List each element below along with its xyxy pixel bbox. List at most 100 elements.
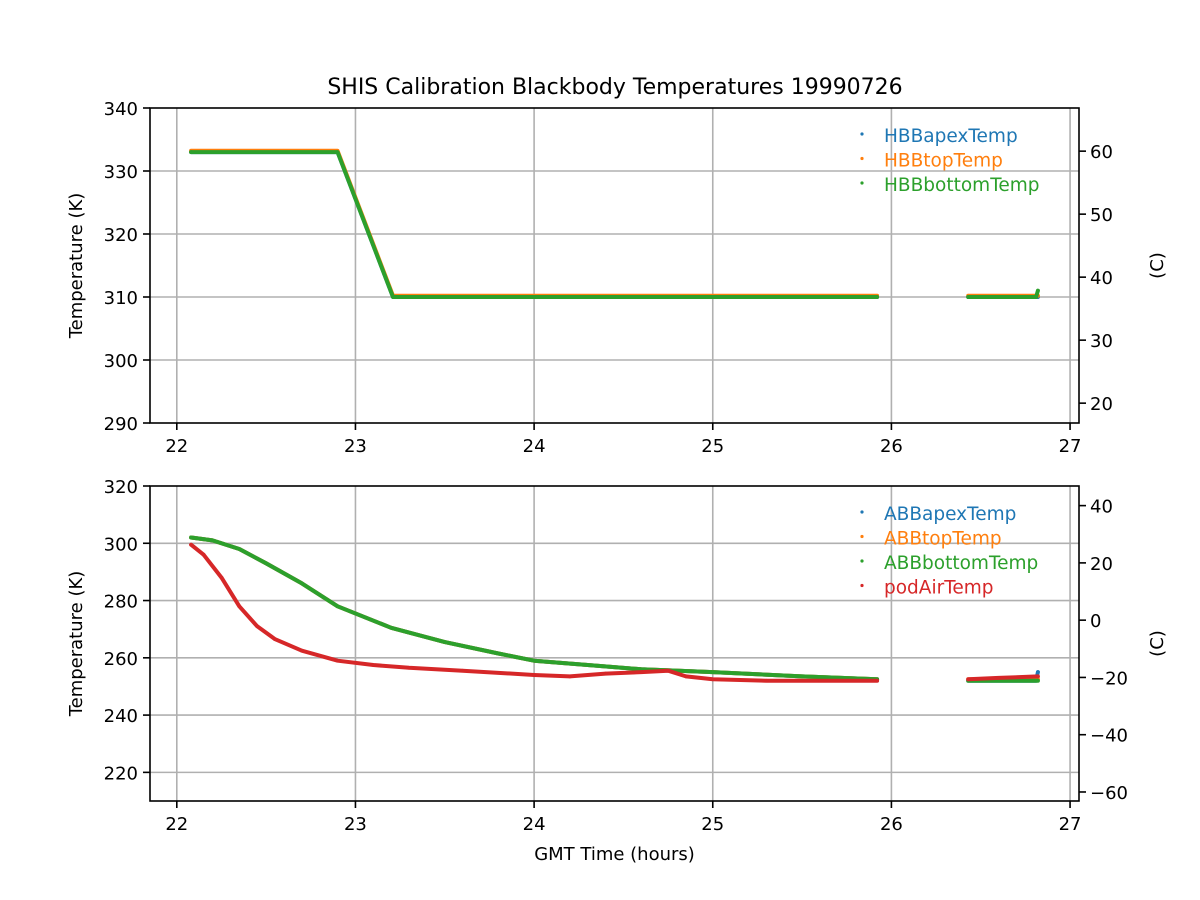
series-HBBbottomTemp bbox=[189, 150, 1040, 299]
data-point-ABBapexTemp bbox=[1036, 670, 1040, 674]
data-point-HBBbottomTemp bbox=[189, 150, 193, 154]
legend-marker-ABBapexTemp bbox=[860, 510, 864, 514]
data-point-podAirTemp bbox=[237, 604, 242, 609]
data-point-podAirTemp bbox=[639, 670, 644, 674]
top-grid bbox=[150, 108, 1079, 423]
bottom-y2-axis-label: (C) bbox=[1147, 630, 1168, 657]
legend-marker-HBBtopTemp bbox=[860, 156, 864, 161]
top-axes-frame bbox=[149, 107, 1080, 424]
data-point-HBBbottomTemp bbox=[335, 150, 340, 154]
data-point-podAirTemp bbox=[875, 678, 879, 683]
bottom-axes-frame bbox=[149, 485, 1080, 802]
bottom-x-tick-label: 23 bbox=[344, 814, 367, 835]
bottom-data-series bbox=[189, 535, 1040, 683]
bottom-axes: 22 23 24 25 26 27 220 240 260 280 300 320 −60 −40 −20 0… bbox=[66, 477, 1168, 865]
data-point-ABBbottomTemp bbox=[532, 658, 536, 663]
data-point-HBBbottomTemp bbox=[1036, 288, 1040, 293]
top-x-tick-label: 26 bbox=[880, 436, 903, 457]
data-point-podAirTemp bbox=[568, 674, 572, 679]
top-y2-axis-label: (C) bbox=[1147, 252, 1168, 279]
data-point-podAirTemp bbox=[201, 552, 206, 557]
data-point-ABBbottomTemp bbox=[210, 538, 215, 543]
data-point-ABBbottomTemp bbox=[711, 670, 715, 674]
series-podAirTemp bbox=[189, 542, 1040, 683]
bottom-x-tick-label: 22 bbox=[165, 814, 188, 835]
data-point-ABBbottomTemp bbox=[496, 651, 501, 656]
bottom-y2-tick-label: 40 bbox=[1090, 497, 1113, 518]
top-y2-tick-label: 50 bbox=[1090, 205, 1113, 226]
data-point-ABBbottomTemp bbox=[443, 640, 447, 644]
top-x-tick-label: 27 bbox=[1059, 436, 1082, 457]
top-y-tick-label: 290 bbox=[104, 414, 138, 435]
top-data-series bbox=[189, 148, 1040, 299]
data-point-ABBbottomTemp bbox=[264, 561, 268, 566]
top-legend: HBBapexTemp HBBtopTemp HBBbottomTemp bbox=[860, 126, 1040, 196]
bottom-panel: 22 23 24 25 26 27 220 240 260 280 300 320 −60 −40 −20 0… bbox=[66, 477, 1168, 865]
data-point-podAirTemp bbox=[273, 637, 277, 641]
top-y-tick-label: 330 bbox=[104, 162, 138, 183]
data-point-HBBbottomTemp bbox=[1034, 295, 1038, 299]
data-point-podAirTemp bbox=[460, 668, 465, 673]
top-y2-tick-label: 20 bbox=[1090, 394, 1113, 415]
top-y-axis-label: Temperature (K) bbox=[66, 193, 87, 340]
data-point-ABBbottomTemp bbox=[300, 581, 304, 586]
legend-label-ABBapexTemp: ABBapexTemp bbox=[884, 504, 1016, 525]
top-y-tick-label: 300 bbox=[104, 351, 138, 372]
bottom-y2-tick-label: −40 bbox=[1090, 726, 1128, 747]
data-point-podAirTemp bbox=[532, 673, 536, 677]
bottom-x-tick-label: 27 bbox=[1059, 814, 1082, 835]
bottom-grid bbox=[150, 486, 1079, 801]
data-point-HBBbottomTemp bbox=[391, 295, 395, 299]
data-point-ABBbottomTemp bbox=[800, 674, 804, 679]
top-y2-tick-label: 60 bbox=[1090, 142, 1113, 163]
data-point-podAirTemp bbox=[818, 678, 822, 683]
data-point-podAirTemp bbox=[711, 677, 715, 682]
data-point-HBBbottomTemp bbox=[966, 295, 970, 299]
data-point-HBBbottomTemp bbox=[875, 295, 879, 299]
legend-label-HBBtopTemp: HBBtopTemp bbox=[884, 151, 1003, 172]
bottom-y-tick-label: 260 bbox=[104, 649, 138, 670]
series-trace-HBBbottomTemp bbox=[189, 150, 880, 299]
data-point-podAirTemp bbox=[371, 663, 376, 667]
data-point-podAirTemp bbox=[684, 674, 688, 679]
data-point-podAirTemp bbox=[666, 668, 670, 673]
data-point-ABBbottomTemp bbox=[1036, 678, 1040, 683]
data-point-podAirTemp bbox=[966, 677, 970, 682]
bottom-y2-tick-label: 0 bbox=[1090, 611, 1101, 632]
legend-marker-HBBbottomTemp bbox=[860, 181, 864, 185]
data-point-podAirTemp bbox=[996, 676, 1001, 680]
bottom-y-tick-label: 320 bbox=[104, 477, 138, 498]
bottom-y-axis-label: Temperature (K) bbox=[66, 571, 87, 718]
bottom-y-tick-label: 300 bbox=[104, 534, 138, 555]
data-point-ABBbottomTemp bbox=[335, 604, 340, 609]
data-point-ABBbottomTemp bbox=[585, 663, 590, 667]
top-x-tick-label: 24 bbox=[523, 436, 546, 457]
bottom-x-tick-label: 24 bbox=[523, 814, 546, 835]
legend-label-ABBbottomTemp: ABBbottomTemp bbox=[884, 553, 1038, 574]
chart-title: SHIS Calibration Blackbody Temperatures … bbox=[327, 75, 902, 100]
legend-label-ABBtopTemp: ABBtopTemp bbox=[884, 529, 1002, 550]
bottom-y-tick-label: 240 bbox=[104, 706, 138, 727]
legend-marker-ABBbottomTemp bbox=[860, 559, 864, 563]
top-axes: 22 23 24 25 26 27 290 300 310 320 330 340 20 30 40 50 60… bbox=[66, 99, 1168, 457]
legend-label-podAirTemp: podAirTemp bbox=[884, 578, 994, 599]
legend-marker-HBBapexTemp bbox=[860, 132, 864, 136]
data-point-ABBbottomTemp bbox=[189, 535, 193, 540]
top-x-tick-label: 25 bbox=[701, 436, 724, 457]
data-point-podAirTemp bbox=[335, 658, 340, 663]
data-point-ABBbottomTemp bbox=[389, 626, 394, 630]
top-y-tick-label: 310 bbox=[104, 288, 138, 309]
legend-label-HBBbottomTemp: HBBbottomTemp bbox=[884, 175, 1040, 196]
data-point-podAirTemp bbox=[219, 575, 224, 580]
data-point-podAirTemp bbox=[1036, 674, 1040, 679]
top-y-tick-label: 340 bbox=[104, 99, 138, 120]
data-point-podAirTemp bbox=[603, 671, 608, 676]
bottom-legend: ABBapexTemp ABBtopTemp ABBbottomTemp podAir… bbox=[860, 504, 1038, 599]
data-point-podAirTemp bbox=[407, 666, 411, 670]
bottom-y2-tick-label: −20 bbox=[1090, 668, 1128, 689]
data-point-podAirTemp bbox=[189, 542, 193, 547]
top-y-tick-label: 320 bbox=[104, 225, 138, 246]
data-point-podAirTemp bbox=[300, 648, 304, 653]
bottom-y2-tick-label: −60 bbox=[1090, 783, 1128, 804]
